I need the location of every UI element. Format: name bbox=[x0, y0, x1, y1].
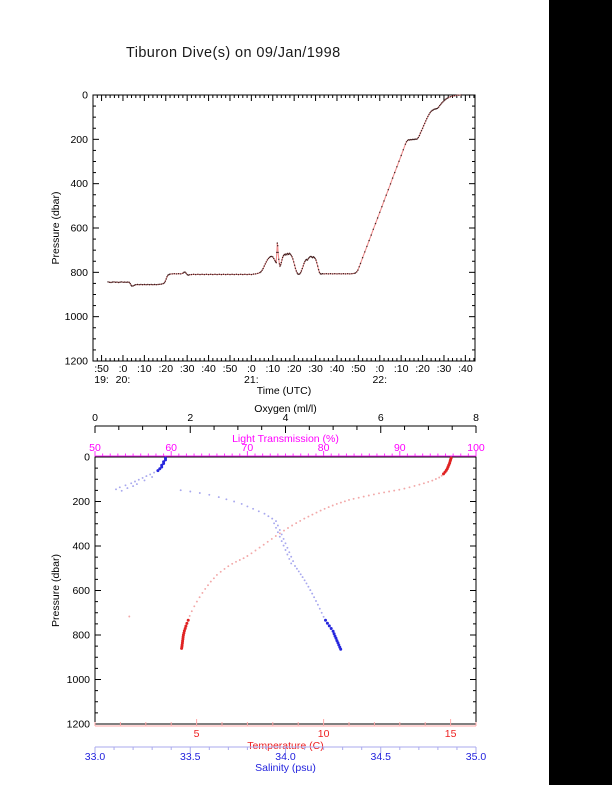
salinity-axis: 33.0 33.5 34.0 34.5 35.0 Salinity (psu) bbox=[85, 746, 487, 774]
svg-text:400: 400 bbox=[70, 178, 88, 190]
top-plot-frame bbox=[92, 94, 476, 362]
page-title: Tiburon Dive(s) on 09/Jan/1998 bbox=[126, 45, 341, 61]
svg-text::30: :30 bbox=[437, 363, 452, 375]
svg-text:34.5: 34.5 bbox=[371, 751, 392, 763]
svg-text:800: 800 bbox=[70, 267, 88, 279]
svg-text:1200: 1200 bbox=[67, 719, 91, 731]
pressure-axis-top-plot: 0 200 400 600 800 1000 1200 Pressure (dbar) bbox=[50, 90, 475, 368]
svg-text:0: 0 bbox=[82, 90, 88, 102]
svg-text:1200: 1200 bbox=[65, 356, 89, 368]
svg-text:200: 200 bbox=[70, 134, 88, 146]
svg-text:Pressure (dbar): Pressure (dbar) bbox=[50, 192, 62, 265]
right-black-strip bbox=[549, 0, 612, 785]
light-transmission-axis: 50 60 70 80 90 100 Light Transmission (%) bbox=[89, 433, 485, 457]
svg-text::50: :50 bbox=[223, 363, 238, 375]
svg-text:8: 8 bbox=[473, 412, 479, 424]
pressure-axis-bottom-plot: 0 200 400 600 800 1000 1200 Pressure (dbar) bbox=[50, 452, 476, 731]
svg-text:33.0: 33.0 bbox=[85, 751, 106, 763]
svg-text::20: :20 bbox=[287, 363, 302, 375]
svg-text:90: 90 bbox=[394, 442, 406, 454]
svg-text::20: :20 bbox=[415, 363, 430, 375]
svg-text:800: 800 bbox=[72, 630, 90, 642]
svg-text::0: :0 bbox=[375, 363, 384, 375]
svg-text:35.0: 35.0 bbox=[466, 751, 487, 763]
svg-text:Oxygen (ml/l): Oxygen (ml/l) bbox=[254, 403, 316, 415]
svg-text:80: 80 bbox=[318, 442, 330, 454]
svg-text:Time (UTC): Time (UTC) bbox=[257, 385, 311, 397]
bottom-plot: 0 200 400 600 800 1000 1200 Pressure (dbar) 0 2 4 6… bbox=[50, 403, 486, 774]
dive-profile-trace bbox=[107, 94, 462, 287]
svg-text:60: 60 bbox=[165, 442, 177, 454]
svg-text::10: :10 bbox=[265, 363, 280, 375]
svg-text:5: 5 bbox=[194, 728, 200, 740]
svg-text:1000: 1000 bbox=[65, 311, 89, 323]
svg-text::0: :0 bbox=[119, 363, 128, 375]
svg-text::30: :30 bbox=[308, 363, 323, 375]
svg-text::50: :50 bbox=[94, 363, 109, 375]
salinity-profile bbox=[115, 456, 343, 651]
svg-text::20: :20 bbox=[158, 363, 173, 375]
svg-text:600: 600 bbox=[72, 585, 90, 597]
svg-text:50: 50 bbox=[89, 442, 101, 454]
bottom-plot-frame bbox=[94, 456, 477, 725]
svg-text:10: 10 bbox=[318, 728, 330, 740]
svg-text::50: :50 bbox=[351, 363, 366, 375]
top-plot: :5019::020::10:20:30:40:50:021::10:20:30… bbox=[50, 90, 476, 397]
svg-text:6: 6 bbox=[378, 412, 384, 424]
dive-profile-samples bbox=[107, 94, 462, 287]
svg-text:1000: 1000 bbox=[67, 674, 91, 686]
svg-text:33.5: 33.5 bbox=[180, 751, 201, 763]
time-axis: :5019::020::10:20:30:40:50:021::10:20:30… bbox=[92, 95, 475, 397]
svg-text::40: :40 bbox=[201, 363, 216, 375]
svg-text::0: :0 bbox=[247, 363, 256, 375]
svg-text:20:: 20: bbox=[116, 374, 131, 386]
svg-text::10: :10 bbox=[137, 363, 152, 375]
svg-text:0: 0 bbox=[84, 452, 90, 464]
svg-text:400: 400 bbox=[72, 541, 90, 553]
svg-text:0: 0 bbox=[92, 412, 98, 424]
svg-text:Light Transmission (%): Light Transmission (%) bbox=[232, 433, 339, 445]
svg-text:100: 100 bbox=[467, 442, 485, 454]
svg-text:4: 4 bbox=[283, 412, 289, 424]
svg-text:22:: 22: bbox=[372, 374, 387, 386]
svg-text::10: :10 bbox=[394, 363, 409, 375]
svg-text:15: 15 bbox=[445, 728, 457, 740]
svg-text::40: :40 bbox=[458, 363, 473, 375]
oxygen-axis: 0 2 4 6 8 Oxygen (ml/l) bbox=[92, 403, 479, 433]
svg-text:Pressure (dbar): Pressure (dbar) bbox=[50, 554, 62, 627]
svg-text:Salinity (psu): Salinity (psu) bbox=[255, 762, 316, 774]
svg-text:600: 600 bbox=[70, 223, 88, 235]
svg-text::40: :40 bbox=[330, 363, 345, 375]
svg-text:21:: 21: bbox=[244, 374, 259, 386]
svg-text:2: 2 bbox=[187, 412, 193, 424]
svg-text::30: :30 bbox=[180, 363, 195, 375]
temperature-profile bbox=[128, 456, 453, 650]
svg-text:70: 70 bbox=[242, 442, 254, 454]
svg-text:200: 200 bbox=[72, 496, 90, 508]
svg-text:19:: 19: bbox=[94, 374, 109, 386]
svg-text:34.0: 34.0 bbox=[275, 751, 296, 763]
